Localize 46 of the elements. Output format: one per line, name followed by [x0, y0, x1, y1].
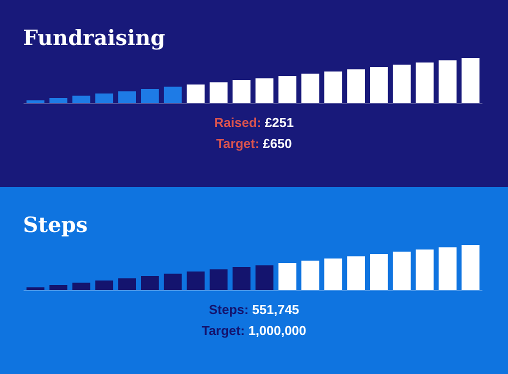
- bar: [186, 84, 205, 103]
- bar: [49, 285, 68, 290]
- chart-title: Steps: [23, 212, 88, 237]
- bar: [72, 282, 90, 290]
- bar: [26, 287, 44, 290]
- bar: [164, 274, 182, 290]
- bar: [256, 78, 274, 103]
- bar: [210, 269, 228, 290]
- bar: [95, 94, 114, 103]
- bar: [370, 67, 388, 103]
- bar: [232, 80, 250, 103]
- bar: [462, 58, 480, 103]
- bar: [347, 256, 365, 290]
- bar: [141, 276, 159, 290]
- bar: [141, 89, 159, 103]
- bar: [438, 247, 457, 290]
- bar: [347, 69, 365, 103]
- bar: [392, 64, 411, 103]
- bar: [118, 91, 136, 103]
- bar: [324, 72, 342, 103]
- bar: [301, 74, 320, 103]
- bar: [462, 245, 480, 290]
- bar: [186, 272, 205, 290]
- bar: [256, 265, 274, 290]
- bar: [278, 263, 296, 290]
- text: Target: 1,000,000: [202, 323, 306, 338]
- bar: [164, 86, 182, 103]
- bar: [416, 62, 434, 103]
- bar: [438, 60, 457, 103]
- text: Raised: £251: [214, 115, 294, 130]
- bar: [118, 278, 136, 290]
- bar: [301, 260, 320, 290]
- bar: [324, 258, 342, 290]
- bar: [416, 250, 434, 290]
- bar: [49, 98, 68, 103]
- text: Steps: 551,745: [208, 302, 300, 317]
- text: Target: £650: [216, 136, 292, 151]
- bar: [72, 96, 90, 103]
- bar: [278, 76, 296, 103]
- bar: [232, 267, 250, 290]
- bar: [370, 254, 388, 290]
- chart-title: Fundraising: [23, 25, 166, 50]
- bar: [26, 100, 44, 103]
- bar: [210, 82, 228, 103]
- bar: [392, 252, 411, 290]
- bar: [95, 280, 114, 290]
